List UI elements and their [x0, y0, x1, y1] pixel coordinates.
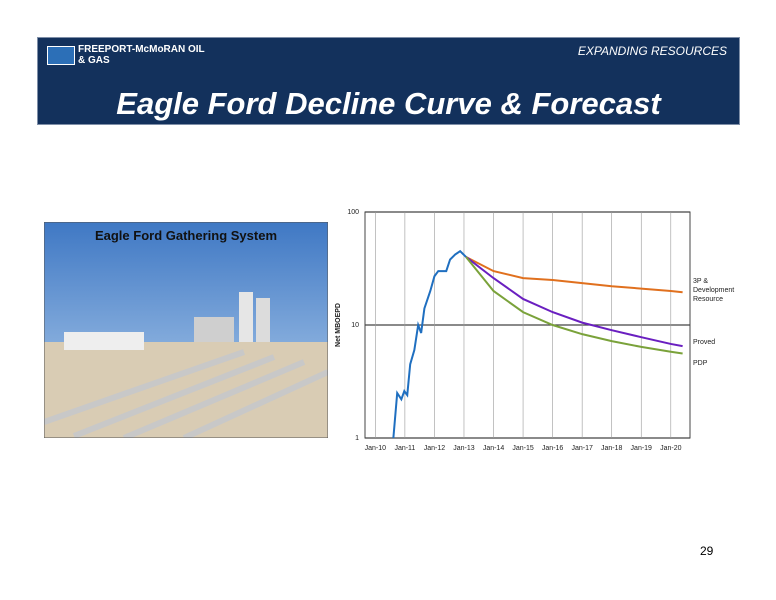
page-number: 29	[700, 544, 714, 558]
x-tick-label: Jan-17	[571, 445, 593, 452]
x-tick-label: Jan-19	[631, 445, 653, 452]
series-line	[465, 256, 683, 294]
logo-mark	[47, 46, 75, 65]
series-line	[465, 256, 683, 348]
series-label: Proved	[693, 339, 716, 346]
photo: Eagle Ford Gathering System	[44, 222, 328, 438]
y-tick-label: 10	[351, 322, 359, 329]
series-label: PDP	[693, 360, 708, 367]
slide-title: Eagle Ford Decline Curve & Forecast	[116, 86, 661, 121]
header: FREEPORT-McMoRAN OIL & GAS EXPANDING RES…	[37, 37, 740, 125]
series-label: 3P & Development Resource	[693, 278, 735, 303]
x-tick-label: Jan-10	[365, 445, 387, 452]
x-tick-label: Jan-20	[660, 445, 682, 452]
logo: FREEPORT-McMoRAN OIL & GAS	[78, 44, 205, 66]
y-axis-label: Net MBOEPD	[335, 303, 342, 347]
x-tick-label: Jan-13	[453, 445, 475, 452]
series-line	[392, 249, 467, 439]
y-tick-label: 100	[347, 209, 359, 216]
y-tick-label: 1	[355, 435, 359, 442]
x-tick-label: Jan-11	[394, 445, 415, 452]
x-tick-label: Jan-14	[483, 445, 505, 452]
photo-caption: Eagle Ford Gathering System	[95, 228, 277, 243]
plot-area	[364, 211, 691, 439]
series-line	[465, 256, 683, 355]
x-tick-label: Jan-12	[424, 445, 446, 452]
x-tick-label: Jan-18	[601, 445, 623, 452]
x-tick-label: Jan-15	[512, 445, 534, 452]
x-tick-label: Jan-16	[542, 445, 564, 452]
section-label: EXPANDING RESOURCES	[577, 44, 727, 58]
